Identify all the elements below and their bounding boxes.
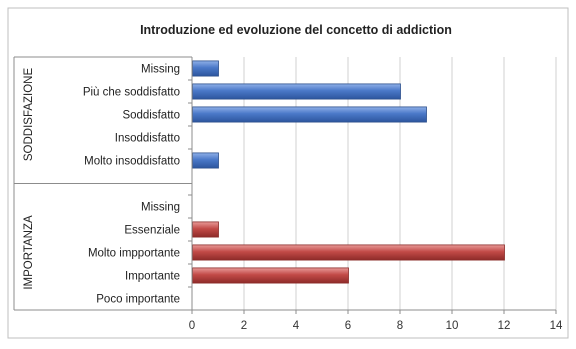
chart-title: Introduzione ed evoluzione del concetto … xyxy=(140,23,452,37)
x-tick-label: 4 xyxy=(293,320,300,332)
x-tick-label: 14 xyxy=(550,320,563,332)
category-label: Missing xyxy=(141,64,180,76)
category-label: Molto impportante xyxy=(88,248,180,260)
group-label: SODDISFAZIONE xyxy=(23,68,35,162)
category-label: Importante xyxy=(125,271,180,283)
category-label: Essenziale xyxy=(124,225,180,237)
category-label: Soddisfatto xyxy=(122,110,180,122)
group-label: IMPORTANZA xyxy=(23,215,35,290)
axes: 0 2 4 6 8 10 12 14 xyxy=(13,56,563,332)
category-label: Insoddisfatto xyxy=(115,133,180,145)
bar xyxy=(192,152,219,169)
x-tick-label: 8 xyxy=(397,320,403,332)
x-tick-label: 6 xyxy=(345,320,351,332)
x-tick-label: 12 xyxy=(498,320,511,332)
category-labels: Missing Più che soddisfatto Soddisfatto Ins… xyxy=(23,64,180,306)
bar xyxy=(192,267,349,284)
bar xyxy=(192,106,427,123)
bar xyxy=(192,221,219,238)
x-tick-label: 2 xyxy=(241,320,247,332)
x-tick-label: 10 xyxy=(446,320,459,332)
bar xyxy=(192,244,505,261)
category-label: Poco importante xyxy=(96,294,180,306)
category-label: Più che soddisfatto xyxy=(83,87,180,99)
x-tick-label: 0 xyxy=(189,320,195,332)
category-label: Molto insoddisfatto xyxy=(84,156,180,168)
bars xyxy=(192,60,505,284)
bar xyxy=(192,83,401,100)
category-label: Missing xyxy=(141,202,180,214)
bar xyxy=(192,60,219,77)
